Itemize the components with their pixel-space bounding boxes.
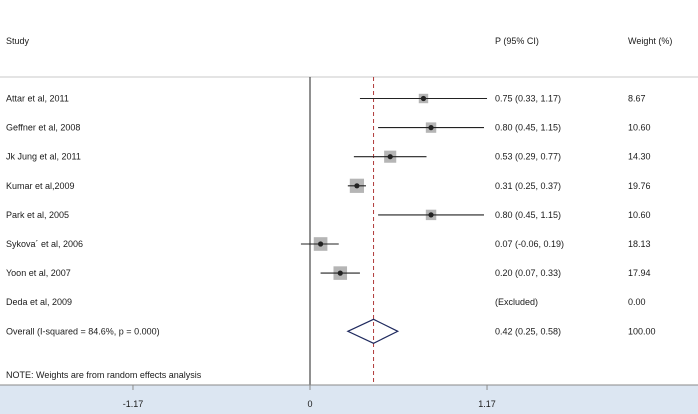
study-estimate-text: 0.20 (0.07, 0.33)	[495, 268, 561, 278]
study-weight-text: 8.67	[628, 94, 646, 104]
point-estimate	[317, 241, 324, 247]
x-tick-label: -1.17	[123, 399, 144, 409]
study-weight-text: 10.60	[628, 210, 651, 220]
study-label: Deda et al, 2009	[6, 297, 72, 307]
study-estimate-text: 0.07 (-0.06, 0.19)	[495, 239, 564, 249]
overall-diamond	[346, 318, 400, 344]
x-axis-ticks: -1.17 0 1.17	[123, 385, 496, 409]
note-text: NOTE: Weights are from random effects an…	[6, 370, 202, 380]
header-estimate: P (95% CI)	[495, 36, 539, 46]
study-estimate-text: 0.80 (0.45, 1.15)	[495, 123, 561, 133]
study-label: Kumar et al,2009	[6, 181, 75, 191]
overall-label: Overall (I-squared = 84.6%, p = 0.000)	[6, 326, 160, 336]
point-estimate	[428, 212, 434, 218]
study-estimate-text: 0.53 (0.29, 0.77)	[495, 152, 561, 162]
x-tick-label: 1.17	[478, 399, 496, 409]
point-estimate	[387, 154, 393, 160]
study-estimate-text: 0.31 (0.25, 0.37)	[495, 181, 561, 191]
study-weight-text: 18.13	[628, 239, 651, 249]
x-axis-band	[0, 385, 698, 414]
study-estimate-text: 0.75 (0.33, 1.17)	[495, 94, 561, 104]
point-estimate	[337, 270, 343, 276]
study-label: Attar et al, 2011	[6, 94, 69, 104]
study-rows: Attar et al, 2011 0.75 (0.33, 1.17) 8.67 Ge…	[6, 94, 656, 344]
study-estimate-text: 0.80 (0.45, 1.15)	[495, 210, 561, 220]
study-label: Geffner et al, 2008	[6, 123, 80, 133]
study-label: Yoon et al, 2007	[6, 268, 71, 278]
study-weight-text: 17.94	[628, 268, 651, 278]
study-label: Sykova´ et al, 2006	[6, 239, 83, 249]
study-weight-text: 19.76	[628, 181, 651, 191]
study-estimate-text: (Excluded)	[495, 297, 538, 307]
header-weight: Weight (%)	[628, 36, 672, 46]
study-weight-text: 14.30	[628, 152, 651, 162]
x-tick-label: 0	[307, 399, 312, 409]
overall-estimate-text: 0.42 (0.25, 0.58)	[495, 326, 561, 336]
overall-weight-text: 100.00	[628, 326, 656, 336]
point-estimate	[354, 183, 360, 189]
study-weight-text: 10.60	[628, 123, 651, 133]
study-label: Jk Jung et al, 2011	[6, 152, 81, 162]
header-study: Study	[6, 36, 30, 46]
study-label: Park et al, 2005	[6, 210, 69, 220]
point-estimate	[420, 95, 427, 102]
study-weight-text: 0.00	[628, 297, 646, 307]
point-estimate	[428, 125, 434, 131]
